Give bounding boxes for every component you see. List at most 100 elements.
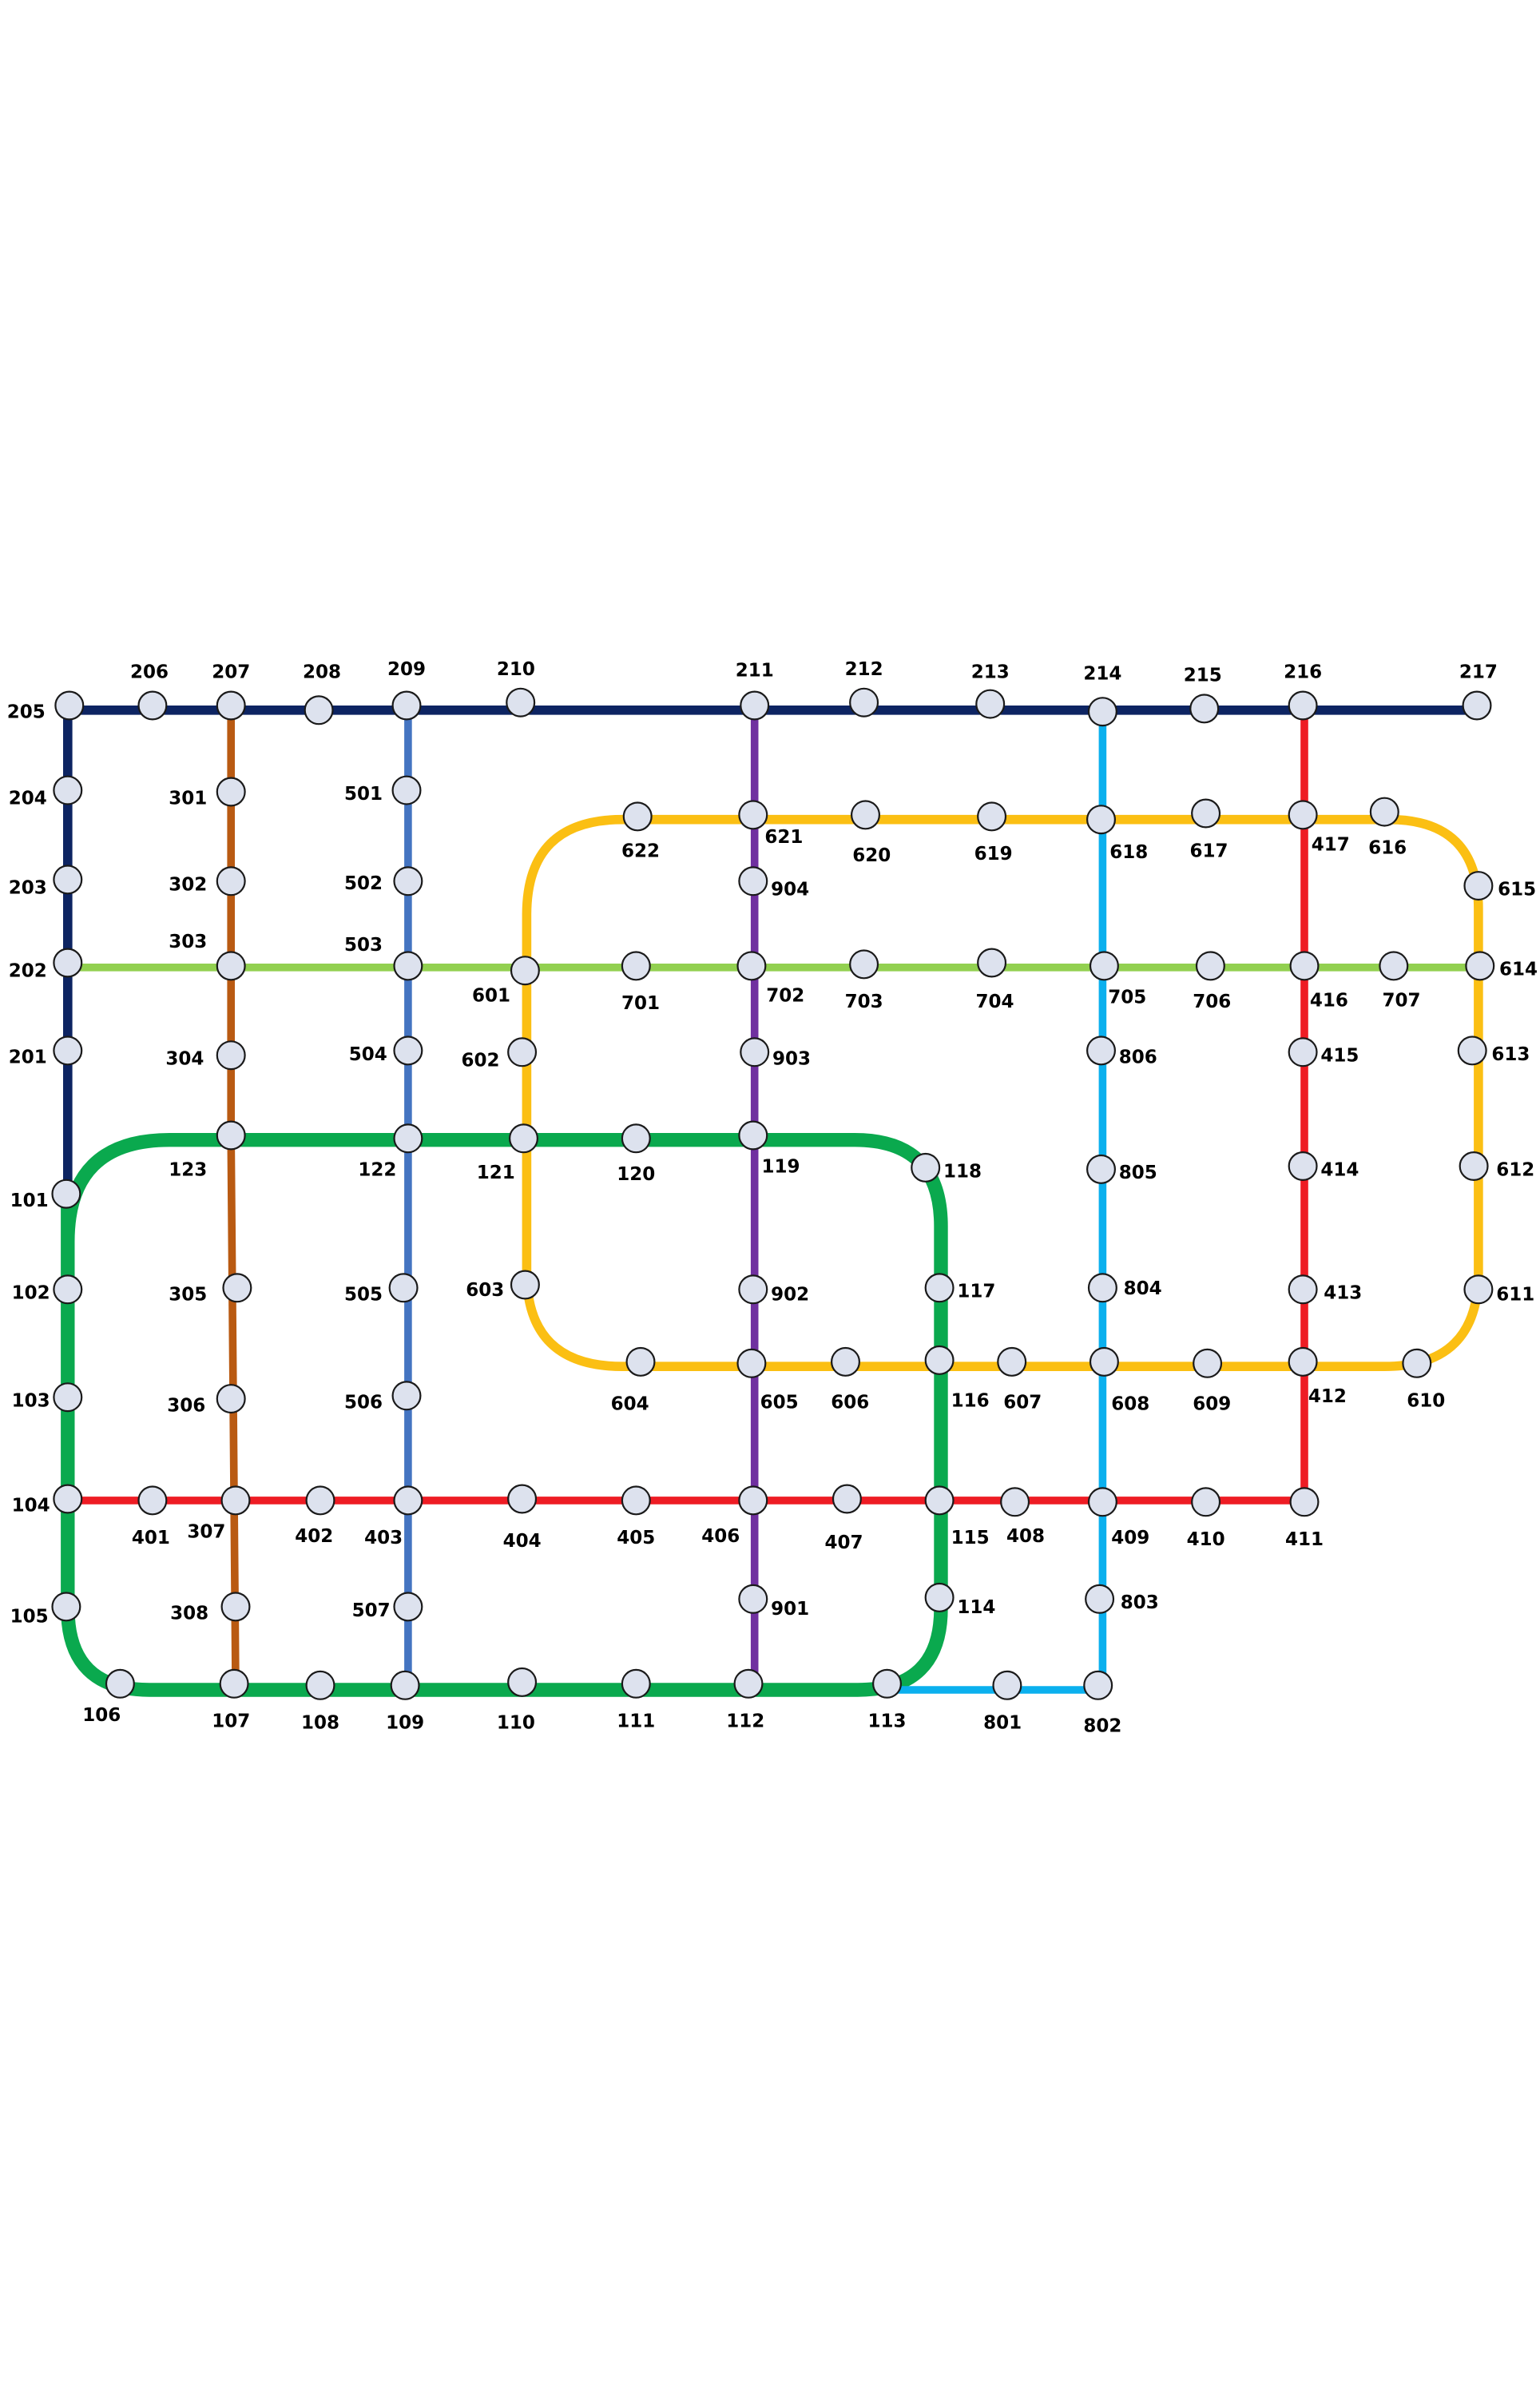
station-505[interactable] xyxy=(388,1273,419,1303)
station-603[interactable] xyxy=(510,1270,540,1300)
station-707[interactable] xyxy=(1379,951,1409,981)
station-608[interactable] xyxy=(1089,1346,1119,1377)
station-113[interactable] xyxy=(871,1668,902,1699)
station-108[interactable] xyxy=(305,1670,335,1700)
station-614[interactable] xyxy=(1465,951,1495,981)
station-120[interactable] xyxy=(621,1123,651,1154)
station-214[interactable] xyxy=(1087,697,1117,727)
station-404[interactable] xyxy=(507,1484,538,1514)
station-902[interactable] xyxy=(738,1274,768,1305)
station-601[interactable] xyxy=(510,956,540,986)
station-503[interactable] xyxy=(393,951,423,981)
station-405[interactable] xyxy=(621,1485,651,1516)
station-702[interactable] xyxy=(736,951,767,981)
station-306[interactable] xyxy=(216,1384,246,1414)
station-904[interactable] xyxy=(738,866,768,896)
station-119[interactable] xyxy=(738,1120,768,1151)
station-209[interactable] xyxy=(391,690,422,721)
station-204[interactable] xyxy=(53,775,83,805)
station-402[interactable] xyxy=(305,1485,335,1516)
station-410[interactable] xyxy=(1191,1487,1221,1517)
station-109[interactable] xyxy=(390,1670,420,1700)
station-621[interactable] xyxy=(738,800,768,830)
station-804[interactable] xyxy=(1087,1273,1117,1303)
station-613[interactable] xyxy=(1457,1036,1487,1066)
station-122[interactable] xyxy=(393,1123,423,1154)
station-506[interactable] xyxy=(391,1381,422,1411)
station-110[interactable] xyxy=(507,1667,538,1697)
station-901[interactable] xyxy=(738,1584,768,1614)
station-407[interactable] xyxy=(832,1484,862,1514)
station-606[interactable] xyxy=(830,1346,860,1377)
station-114[interactable] xyxy=(924,1582,955,1612)
station-116[interactable] xyxy=(924,1345,955,1375)
station-302[interactable] xyxy=(216,866,246,896)
station-103[interactable] xyxy=(53,1382,83,1413)
station-802[interactable] xyxy=(1083,1670,1113,1700)
station-805[interactable] xyxy=(1086,1154,1116,1184)
station-706[interactable] xyxy=(1195,951,1225,981)
station-115[interactable] xyxy=(924,1485,955,1516)
station-408[interactable] xyxy=(1000,1487,1030,1517)
station-903[interactable] xyxy=(740,1037,770,1067)
station-106[interactable] xyxy=(105,1668,135,1699)
station-305[interactable] xyxy=(222,1273,252,1303)
station-307[interactable] xyxy=(220,1485,251,1516)
station-610[interactable] xyxy=(1402,1348,1432,1378)
station-105[interactable] xyxy=(51,1592,81,1622)
station-416[interactable] xyxy=(1289,951,1320,981)
station-411[interactable] xyxy=(1289,1487,1320,1517)
station-611[interactable] xyxy=(1463,1274,1494,1305)
station-217[interactable] xyxy=(1462,690,1492,721)
station-609[interactable] xyxy=(1193,1348,1223,1378)
station-602[interactable] xyxy=(507,1037,538,1067)
station-212[interactable] xyxy=(849,687,879,718)
station-504[interactable] xyxy=(393,1036,423,1066)
station-703[interactable] xyxy=(849,949,879,980)
station-803[interactable] xyxy=(1085,1584,1115,1614)
station-412[interactable] xyxy=(1288,1346,1318,1377)
station-203[interactable] xyxy=(53,865,83,895)
station-401[interactable] xyxy=(137,1485,168,1516)
station-201[interactable] xyxy=(53,1036,83,1066)
station-801[interactable] xyxy=(992,1670,1022,1700)
station-104[interactable] xyxy=(53,1484,83,1514)
station-502[interactable] xyxy=(393,866,423,896)
station-612[interactable] xyxy=(1459,1151,1489,1181)
station-117[interactable] xyxy=(924,1273,955,1303)
station-211[interactable] xyxy=(740,690,770,721)
station-101[interactable] xyxy=(51,1179,81,1209)
station-215[interactable] xyxy=(1189,694,1220,724)
station-507[interactable] xyxy=(393,1592,423,1622)
station-415[interactable] xyxy=(1288,1037,1318,1067)
station-304[interactable] xyxy=(216,1040,246,1071)
station-206[interactable] xyxy=(137,690,168,721)
station-417[interactable] xyxy=(1288,800,1318,830)
station-413[interactable] xyxy=(1288,1274,1318,1305)
station-617[interactable] xyxy=(1191,798,1221,829)
station-619[interactable] xyxy=(977,801,1007,832)
station-618[interactable] xyxy=(1086,805,1116,835)
station-403[interactable] xyxy=(393,1485,423,1516)
station-121[interactable] xyxy=(508,1123,538,1154)
station-701[interactable] xyxy=(621,951,651,981)
station-208[interactable] xyxy=(304,695,334,725)
station-301[interactable] xyxy=(216,777,246,807)
station-303[interactable] xyxy=(216,951,246,981)
station-409[interactable] xyxy=(1087,1487,1117,1517)
station-207[interactable] xyxy=(216,690,246,721)
station-605[interactable] xyxy=(736,1348,767,1378)
station-102[interactable] xyxy=(53,1274,83,1305)
station-213[interactable] xyxy=(975,689,1006,719)
station-616[interactable] xyxy=(1369,797,1399,827)
station-123[interactable] xyxy=(216,1120,246,1151)
station-112[interactable] xyxy=(733,1668,764,1699)
station-607[interactable] xyxy=(997,1346,1027,1377)
station-210[interactable] xyxy=(506,687,536,718)
station-308[interactable] xyxy=(220,1592,251,1622)
station-501[interactable] xyxy=(391,775,422,805)
station-615[interactable] xyxy=(1463,871,1494,901)
station-406[interactable] xyxy=(738,1485,768,1516)
station-620[interactable] xyxy=(850,800,880,830)
station-111[interactable] xyxy=(621,1668,651,1699)
